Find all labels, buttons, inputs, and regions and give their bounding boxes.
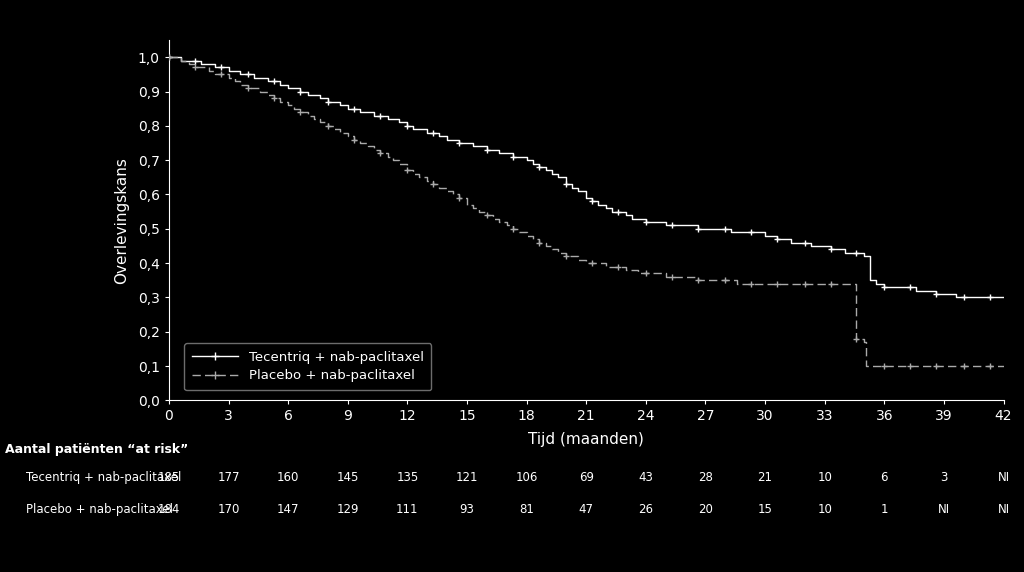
Text: NI: NI xyxy=(997,471,1010,484)
Text: 106: 106 xyxy=(515,471,538,484)
Text: Aantal patiënten “at risk”: Aantal patiënten “at risk” xyxy=(5,443,188,455)
Text: Placebo + nab-paclitaxel: Placebo + nab-paclitaxel xyxy=(26,503,173,515)
Legend: Tecentriq + nab-paclitaxel, Placebo + nab-paclitaxel: Tecentriq + nab-paclitaxel, Placebo + na… xyxy=(184,343,431,390)
Text: 135: 135 xyxy=(396,471,419,484)
Text: 185: 185 xyxy=(158,471,180,484)
Text: 3: 3 xyxy=(940,471,947,484)
Text: 170: 170 xyxy=(217,503,240,515)
Text: Tecentriq + nab-paclitaxel: Tecentriq + nab-paclitaxel xyxy=(26,471,181,484)
Text: 160: 160 xyxy=(278,471,299,484)
Text: 28: 28 xyxy=(698,471,713,484)
Text: 43: 43 xyxy=(638,471,653,484)
Text: 145: 145 xyxy=(337,471,359,484)
Text: 15: 15 xyxy=(758,503,772,515)
Text: 10: 10 xyxy=(817,503,833,515)
Text: 129: 129 xyxy=(337,503,359,515)
Text: 121: 121 xyxy=(456,471,478,484)
Text: 111: 111 xyxy=(396,503,419,515)
Text: 10: 10 xyxy=(817,471,833,484)
Y-axis label: Overlevingskans: Overlevingskans xyxy=(115,157,130,284)
Text: NI: NI xyxy=(997,503,1010,515)
Text: 26: 26 xyxy=(638,503,653,515)
Text: 69: 69 xyxy=(579,471,594,484)
Text: 93: 93 xyxy=(460,503,474,515)
Text: 6: 6 xyxy=(881,471,888,484)
Text: 47: 47 xyxy=(579,503,594,515)
X-axis label: Tijd (maanden): Tijd (maanden) xyxy=(528,432,644,447)
Text: NI: NI xyxy=(938,503,950,515)
Text: 184: 184 xyxy=(158,503,180,515)
Text: 1: 1 xyxy=(881,503,888,515)
Text: 147: 147 xyxy=(276,503,299,515)
Text: 20: 20 xyxy=(698,503,713,515)
Text: 177: 177 xyxy=(217,471,240,484)
Text: 21: 21 xyxy=(758,471,772,484)
Text: 81: 81 xyxy=(519,503,535,515)
